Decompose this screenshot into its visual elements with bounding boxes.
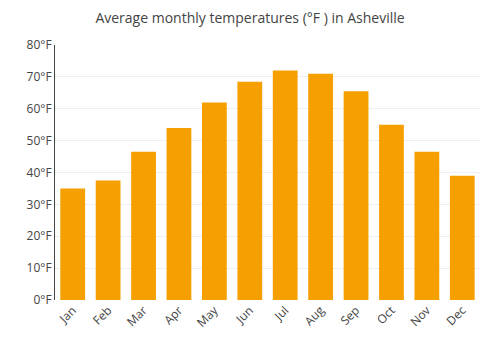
svg-text:30°F: 30°F bbox=[27, 196, 52, 213]
svg-text:Mar: Mar bbox=[123, 302, 151, 330]
svg-text:Jul: Jul bbox=[270, 302, 292, 324]
svg-text:40°F: 40°F bbox=[27, 164, 52, 181]
svg-text:20°F: 20°F bbox=[27, 227, 52, 244]
svg-text:0°F: 0°F bbox=[33, 291, 51, 308]
svg-text:Feb: Feb bbox=[89, 302, 115, 328]
svg-text:Apr: Apr bbox=[160, 302, 186, 328]
svg-text:May: May bbox=[193, 301, 222, 330]
svg-text:60°F: 60°F bbox=[27, 100, 52, 117]
svg-text:10°F: 10°F bbox=[27, 259, 52, 276]
svg-text:50°F: 50°F bbox=[27, 132, 52, 149]
svg-text:Jun: Jun bbox=[231, 302, 256, 327]
svg-text:Nov: Nov bbox=[406, 302, 434, 330]
svg-text:Average monthly temperatures (: Average monthly temperatures (°F ) in As… bbox=[95, 8, 404, 27]
svg-text:Jan: Jan bbox=[55, 302, 80, 327]
svg-text:Aug: Aug bbox=[300, 302, 328, 330]
svg-text:80°F: 80°F bbox=[27, 36, 52, 53]
svg-text:Dec: Dec bbox=[442, 302, 469, 329]
svg-text:Oct: Oct bbox=[373, 302, 399, 328]
svg-text:Sep: Sep bbox=[336, 302, 363, 329]
svg-text:70°F: 70°F bbox=[27, 68, 52, 85]
